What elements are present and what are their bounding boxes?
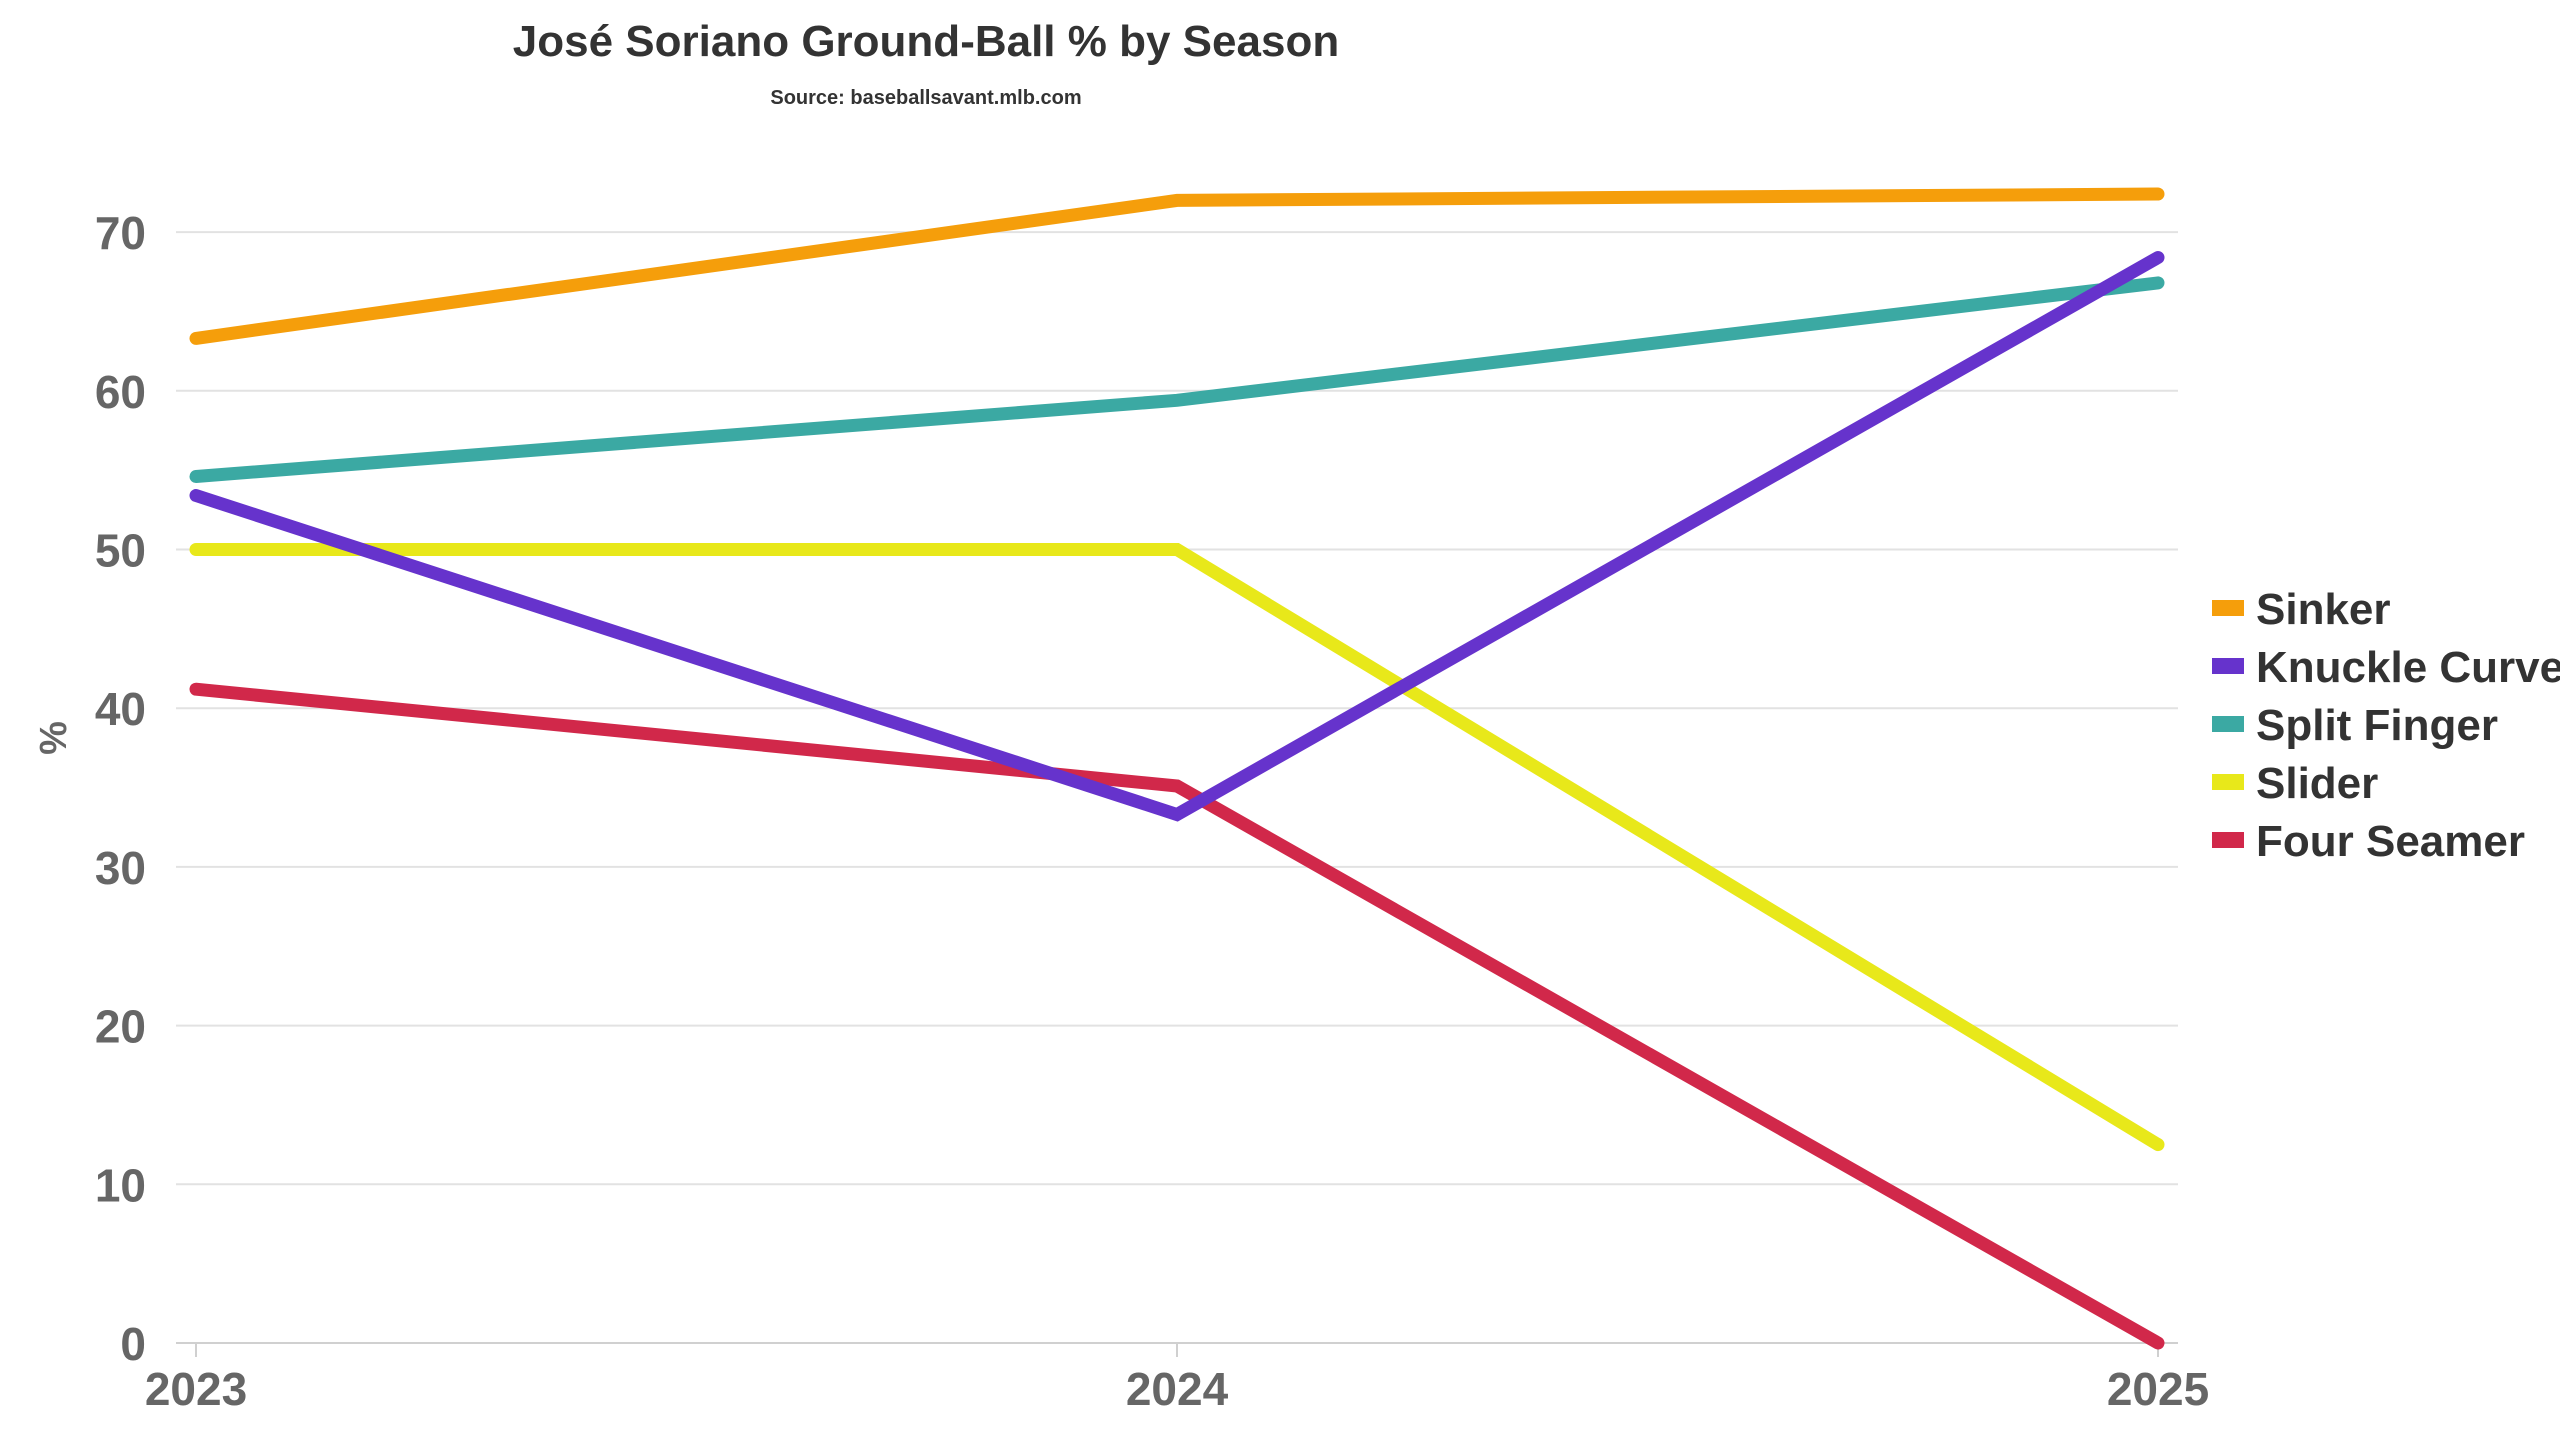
grid-lines bbox=[176, 231, 2178, 1186]
legend-swatch bbox=[2212, 600, 2244, 616]
series-line-knuckle-curve bbox=[189, 251, 2165, 822]
legend-label: Split Finger bbox=[2256, 701, 2498, 750]
axes: 0 10 20 30 40 50 60 70 2023 2024 2025 bbox=[95, 207, 2209, 1415]
y-tick-label: 60 bbox=[95, 366, 146, 418]
series-line-four-seamer bbox=[189, 682, 2165, 1350]
x-tick-label-2023: 2023 bbox=[145, 1363, 247, 1415]
legend-item-slider: Slider bbox=[2212, 759, 2378, 808]
legend-item-split-finger: Split Finger bbox=[2212, 701, 2498, 750]
legend-label: Four Seamer bbox=[2256, 817, 2525, 866]
y-tick-label: 70 bbox=[95, 207, 146, 259]
y-tick-label: 10 bbox=[95, 1159, 146, 1211]
x-tick-label-2025: 2025 bbox=[2107, 1363, 2209, 1415]
series-line-slider bbox=[189, 543, 2165, 1152]
legend: Sinker Knuckle Curve Split Finger Slider Fou… bbox=[2212, 585, 2560, 866]
legend-item-knuckle-curve: Knuckle Curve bbox=[2212, 643, 2560, 692]
series-line-sinker bbox=[189, 187, 2165, 345]
y-tick-label: 30 bbox=[95, 842, 146, 894]
chart-title: José Soriano Ground-Ball % by Season bbox=[513, 17, 1339, 66]
x-tick-label-2024: 2024 bbox=[1126, 1363, 1229, 1415]
legend-item-four-seamer: Four Seamer bbox=[2212, 817, 2525, 866]
legend-item-sinker: Sinker bbox=[2212, 585, 2391, 634]
y-tick-label: 50 bbox=[95, 525, 146, 577]
legend-swatch bbox=[2212, 774, 2244, 790]
y-axis-label: % bbox=[33, 721, 75, 755]
legend-label: Sinker bbox=[2256, 585, 2391, 634]
series-line-split-finger bbox=[189, 276, 2165, 483]
legend-label: Knuckle Curve bbox=[2256, 643, 2560, 692]
legend-label: Slider bbox=[2256, 759, 2378, 808]
legend-swatch bbox=[2212, 716, 2244, 732]
chart-subtitle: Source: baseballsavant.mlb.com bbox=[770, 87, 1081, 109]
legend-swatch bbox=[2212, 658, 2244, 674]
y-tick-label: 0 bbox=[120, 1318, 146, 1370]
legend-swatch bbox=[2212, 832, 2244, 848]
y-tick-label: 20 bbox=[95, 1001, 146, 1053]
y-tick-label: 40 bbox=[95, 683, 146, 735]
series-lines bbox=[189, 187, 2165, 1350]
